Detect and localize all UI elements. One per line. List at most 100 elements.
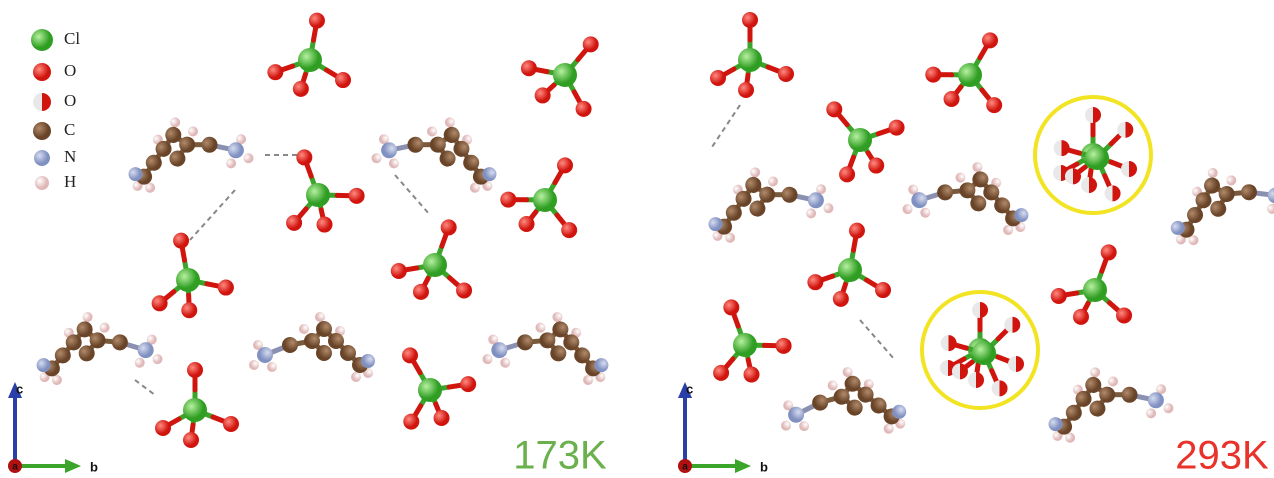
perchlorate bbox=[521, 36, 599, 117]
atom bbox=[267, 362, 277, 372]
crystal-structure-figure: cbacba Cl O O C N H 173K 293K bbox=[0, 0, 1274, 478]
arrow-head bbox=[65, 459, 81, 473]
atom bbox=[723, 299, 739, 315]
atom bbox=[738, 48, 762, 72]
atom bbox=[955, 172, 966, 183]
atom bbox=[733, 333, 757, 357]
atom bbox=[972, 341, 996, 365]
atom bbox=[249, 360, 259, 370]
atom bbox=[1105, 185, 1121, 201]
atom bbox=[183, 398, 207, 422]
atom bbox=[243, 152, 255, 164]
atom bbox=[875, 282, 891, 298]
atom bbox=[1202, 176, 1222, 196]
atom bbox=[181, 302, 197, 318]
atom bbox=[304, 333, 320, 349]
organic-cation bbox=[901, 156, 1033, 237]
hydrogen-bond bbox=[395, 175, 430, 215]
atom bbox=[1217, 184, 1237, 204]
atom bbox=[282, 337, 298, 353]
atom bbox=[767, 176, 779, 188]
atom bbox=[1085, 107, 1101, 123]
hydrogen-bond bbox=[135, 380, 155, 395]
atom bbox=[225, 158, 237, 170]
atom bbox=[413, 284, 429, 300]
atom bbox=[838, 258, 862, 282]
atom bbox=[1054, 140, 1070, 156]
legend-label: O bbox=[64, 61, 76, 80]
atom bbox=[152, 354, 163, 365]
atom bbox=[82, 312, 93, 323]
organic-cation bbox=[32, 306, 164, 387]
legend-label: C bbox=[64, 120, 75, 139]
atom bbox=[1004, 317, 1020, 333]
perchlorate bbox=[713, 299, 792, 382]
atom bbox=[286, 215, 302, 231]
atom bbox=[1207, 167, 1219, 179]
atom bbox=[176, 268, 200, 292]
axis-label: b bbox=[760, 459, 768, 474]
arrow-head bbox=[735, 459, 751, 473]
organic-cation bbox=[776, 362, 908, 443]
atom bbox=[521, 60, 537, 76]
atom bbox=[744, 367, 760, 383]
hydrogen-bond bbox=[190, 190, 235, 240]
legend-label: O bbox=[64, 91, 76, 110]
atom bbox=[391, 263, 407, 279]
hydrogen-bond bbox=[860, 320, 895, 360]
atom bbox=[402, 347, 418, 363]
atom bbox=[316, 321, 332, 337]
atom bbox=[1208, 199, 1228, 219]
atom bbox=[936, 184, 953, 201]
perchlorate bbox=[925, 32, 1002, 113]
perchlorate bbox=[152, 233, 234, 319]
atom bbox=[533, 188, 557, 212]
atom bbox=[1120, 386, 1139, 405]
axis-label: a bbox=[682, 462, 688, 473]
legend-label: Cl bbox=[64, 29, 80, 48]
atom bbox=[776, 338, 792, 354]
perchlorate bbox=[826, 101, 904, 182]
atom bbox=[1266, 203, 1274, 215]
atom bbox=[173, 233, 189, 249]
atom bbox=[535, 87, 551, 103]
atom bbox=[434, 410, 450, 426]
atom bbox=[576, 101, 592, 117]
atom bbox=[1185, 205, 1205, 225]
atom bbox=[456, 282, 472, 298]
atom bbox=[296, 149, 312, 165]
organic-cation bbox=[1040, 355, 1176, 446]
atom bbox=[848, 128, 872, 152]
atom bbox=[1081, 177, 1097, 193]
organic-cation bbox=[1158, 150, 1274, 250]
atom bbox=[1116, 307, 1132, 323]
perchlorate bbox=[286, 149, 365, 232]
axis-label: c bbox=[686, 381, 693, 396]
temperature-label: 173K bbox=[513, 434, 607, 478]
atom bbox=[902, 204, 913, 215]
atom bbox=[1008, 356, 1024, 372]
atom bbox=[1145, 408, 1157, 420]
atom bbox=[267, 64, 283, 80]
organic-cation bbox=[481, 306, 613, 387]
axis-indicator: c b a bbox=[678, 381, 768, 474]
atom bbox=[257, 347, 273, 363]
atom bbox=[778, 66, 794, 82]
atom bbox=[444, 117, 456, 129]
perchlorate bbox=[710, 12, 794, 98]
atom bbox=[183, 432, 199, 448]
atom bbox=[351, 372, 361, 382]
atom bbox=[713, 365, 729, 381]
atom bbox=[299, 324, 309, 334]
axis-indicator: cba bbox=[8, 381, 98, 474]
legend-label: N bbox=[64, 147, 76, 166]
perchlorate bbox=[267, 13, 351, 97]
atom bbox=[187, 362, 203, 378]
atom bbox=[406, 136, 425, 155]
atom bbox=[1085, 146, 1109, 170]
legend-swatch bbox=[33, 63, 51, 81]
atom bbox=[805, 208, 817, 220]
atom bbox=[306, 183, 330, 207]
axis-label: c bbox=[16, 381, 23, 396]
atom bbox=[317, 217, 333, 233]
